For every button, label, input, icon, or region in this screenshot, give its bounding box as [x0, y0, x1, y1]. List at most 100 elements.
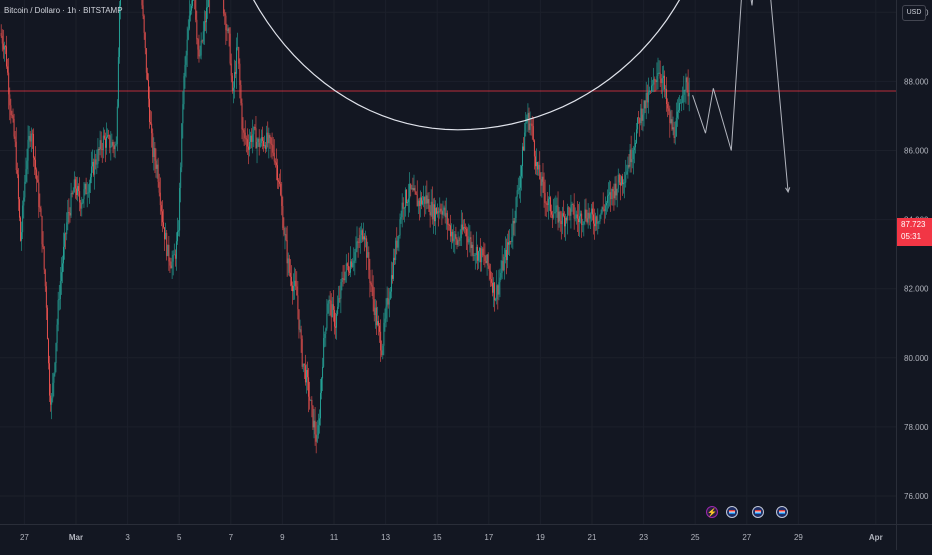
candle [526, 115, 527, 124]
projection-path[interactable] [693, 0, 789, 192]
candle-body [76, 189, 77, 196]
candle-body [689, 93, 690, 96]
candle-body [19, 199, 20, 218]
candle [558, 191, 559, 230]
candle [527, 103, 528, 132]
candle [507, 234, 508, 268]
candle [179, 183, 180, 237]
candle-body [679, 103, 680, 110]
candle-body [433, 204, 434, 219]
candle [689, 78, 690, 112]
candle-body [161, 205, 162, 211]
symbol-title[interactable]: Bitcoin / Dollaro · 1h · BITSTAMP [4, 6, 123, 15]
candle-body [317, 435, 318, 442]
candle-body [351, 261, 352, 267]
candle [372, 270, 373, 296]
candle [232, 73, 233, 94]
candle-body [174, 255, 175, 256]
candle-body [301, 329, 302, 338]
candle [66, 212, 67, 240]
candle-body [36, 169, 37, 179]
candle [251, 128, 252, 148]
candle [33, 128, 34, 166]
candle-body [654, 79, 655, 81]
candle-body [373, 286, 374, 299]
candle-body [519, 188, 520, 190]
candle-body [344, 279, 345, 280]
candle [286, 228, 287, 242]
candle [156, 148, 157, 177]
candle [53, 372, 54, 396]
candle [415, 185, 416, 194]
candle-body [483, 255, 484, 256]
candle [359, 228, 360, 248]
candle-body [431, 202, 432, 216]
candle-body [428, 199, 429, 203]
candle [377, 307, 378, 327]
candle [229, 27, 230, 46]
candle-body [16, 142, 17, 170]
candle-body [331, 301, 332, 318]
candle [686, 73, 687, 103]
flash-icon[interactable]: ⚡ [706, 506, 718, 518]
candle-body [15, 137, 16, 142]
candle-body [72, 193, 73, 194]
candle [202, 40, 203, 44]
candle [118, 47, 119, 108]
candle-body [282, 206, 283, 228]
candle [625, 160, 626, 188]
candle [299, 309, 300, 338]
us-flag-icon[interactable] [776, 506, 788, 518]
candle [242, 99, 243, 140]
candle-body [352, 263, 353, 267]
candle [335, 313, 336, 339]
candle [47, 305, 48, 339]
candle [450, 215, 451, 242]
candle-body [409, 184, 410, 199]
candle [145, 32, 146, 55]
candle [92, 149, 93, 172]
candle [147, 68, 148, 81]
candle [332, 297, 333, 317]
candle-body [482, 249, 483, 256]
candle [11, 111, 12, 118]
candle [307, 362, 308, 391]
currency-button[interactable]: USD [902, 5, 926, 21]
candle [353, 247, 354, 271]
candle [640, 104, 641, 125]
candle-body [363, 236, 364, 239]
candle [403, 197, 404, 220]
candle [349, 266, 350, 275]
candle [605, 197, 606, 219]
candle-body [411, 188, 412, 189]
arc-drawing[interactable] [213, 0, 716, 130]
candle [201, 32, 202, 59]
candle [477, 245, 478, 271]
candle-body [346, 263, 347, 271]
us-flag-icon[interactable] [726, 506, 738, 518]
candle [471, 231, 472, 256]
candle [537, 162, 538, 176]
candle [21, 222, 22, 251]
candle [34, 156, 35, 175]
candle-body [29, 136, 30, 140]
us-flag-icon[interactable] [752, 506, 764, 518]
candle [182, 91, 183, 138]
candle-body [70, 213, 71, 216]
candle [67, 200, 68, 230]
candle [162, 200, 163, 232]
candle [171, 258, 172, 269]
candle-body [371, 283, 372, 285]
candle-body [629, 165, 630, 167]
candle [546, 201, 547, 217]
candle [388, 288, 389, 309]
candle [6, 36, 7, 69]
candle-body [149, 99, 150, 122]
drawings[interactable] [213, 0, 790, 192]
candle [275, 158, 276, 167]
candle [434, 198, 435, 226]
candle [687, 77, 688, 93]
